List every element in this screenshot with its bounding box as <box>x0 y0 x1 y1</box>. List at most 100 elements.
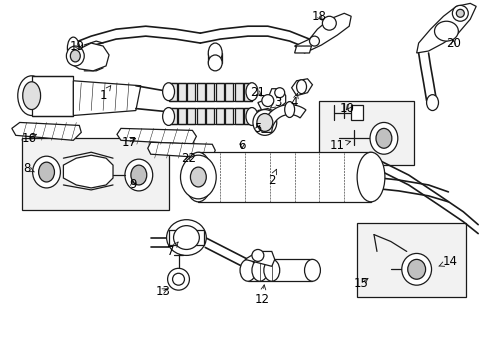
Ellipse shape <box>208 43 222 63</box>
Ellipse shape <box>167 268 189 290</box>
Text: 11: 11 <box>329 139 350 152</box>
Polygon shape <box>187 108 195 125</box>
Polygon shape <box>291 79 312 96</box>
Text: 6: 6 <box>238 139 245 152</box>
Text: 2: 2 <box>267 169 276 186</box>
Ellipse shape <box>356 152 384 202</box>
Polygon shape <box>234 83 242 100</box>
Polygon shape <box>224 83 233 100</box>
Polygon shape <box>187 83 195 100</box>
Polygon shape <box>206 83 214 100</box>
Ellipse shape <box>166 220 206 255</box>
Ellipse shape <box>22 82 41 109</box>
Ellipse shape <box>173 226 199 249</box>
Ellipse shape <box>401 253 431 285</box>
Ellipse shape <box>407 260 425 279</box>
Text: 21: 21 <box>250 86 265 99</box>
Polygon shape <box>117 129 196 144</box>
Text: 1: 1 <box>99 86 111 102</box>
Text: 18: 18 <box>311 10 326 23</box>
Polygon shape <box>294 46 311 53</box>
Ellipse shape <box>190 167 206 187</box>
Ellipse shape <box>33 156 61 188</box>
Polygon shape <box>168 83 176 100</box>
Polygon shape <box>63 155 113 188</box>
Polygon shape <box>215 83 223 100</box>
Bar <box>32 76 73 116</box>
Ellipse shape <box>67 37 79 59</box>
Ellipse shape <box>252 109 276 135</box>
Text: 15: 15 <box>353 277 368 290</box>
Ellipse shape <box>251 260 267 281</box>
Text: 12: 12 <box>254 285 269 306</box>
Ellipse shape <box>245 83 257 100</box>
Ellipse shape <box>451 5 468 21</box>
Bar <box>319 100 413 165</box>
Ellipse shape <box>180 155 216 199</box>
Polygon shape <box>416 3 475 53</box>
Ellipse shape <box>163 108 174 125</box>
Polygon shape <box>244 83 251 100</box>
Text: 22: 22 <box>181 152 196 165</box>
Polygon shape <box>178 83 185 100</box>
Polygon shape <box>168 108 176 125</box>
Polygon shape <box>234 108 242 125</box>
Polygon shape <box>244 108 251 125</box>
Ellipse shape <box>274 88 284 98</box>
Ellipse shape <box>208 55 222 71</box>
Bar <box>356 223 466 297</box>
Text: 4: 4 <box>290 93 298 109</box>
Ellipse shape <box>184 152 212 202</box>
Text: 8: 8 <box>23 162 34 175</box>
Ellipse shape <box>375 129 391 148</box>
Polygon shape <box>73 81 141 116</box>
Polygon shape <box>257 109 277 121</box>
Ellipse shape <box>70 50 80 62</box>
Text: 5: 5 <box>254 122 261 135</box>
Ellipse shape <box>256 113 272 131</box>
Polygon shape <box>244 251 274 266</box>
Ellipse shape <box>163 83 174 100</box>
Ellipse shape <box>262 95 273 107</box>
Ellipse shape <box>245 108 257 125</box>
Ellipse shape <box>284 102 294 117</box>
Ellipse shape <box>172 273 184 285</box>
Ellipse shape <box>455 9 463 17</box>
Ellipse shape <box>304 260 320 281</box>
Ellipse shape <box>426 95 438 111</box>
Ellipse shape <box>309 36 319 46</box>
Ellipse shape <box>322 16 336 30</box>
Text: 9: 9 <box>129 179 136 192</box>
Ellipse shape <box>264 260 279 281</box>
Text: 14: 14 <box>438 255 457 268</box>
Ellipse shape <box>369 122 397 154</box>
Text: 7: 7 <box>166 242 178 258</box>
Text: 10: 10 <box>339 102 354 115</box>
Polygon shape <box>197 83 204 100</box>
Polygon shape <box>147 142 215 158</box>
Polygon shape <box>12 122 81 140</box>
Polygon shape <box>224 108 233 125</box>
Text: 20: 20 <box>445 37 460 50</box>
Bar <box>247 260 312 281</box>
Bar <box>350 105 362 121</box>
Ellipse shape <box>296 80 306 94</box>
Text: 17: 17 <box>121 136 136 149</box>
Bar <box>21 138 168 210</box>
Ellipse shape <box>434 21 457 41</box>
Text: 19: 19 <box>70 40 84 53</box>
Text: 16: 16 <box>22 132 37 145</box>
Ellipse shape <box>131 165 146 185</box>
Ellipse shape <box>251 249 264 261</box>
Text: 3: 3 <box>269 96 281 109</box>
Polygon shape <box>69 43 109 71</box>
Polygon shape <box>262 105 305 132</box>
Polygon shape <box>257 89 285 111</box>
Polygon shape <box>294 13 350 53</box>
Polygon shape <box>206 108 214 125</box>
Ellipse shape <box>39 162 54 182</box>
Bar <box>198 152 370 202</box>
Ellipse shape <box>18 76 45 116</box>
Text: 13: 13 <box>155 285 170 298</box>
Polygon shape <box>197 108 204 125</box>
